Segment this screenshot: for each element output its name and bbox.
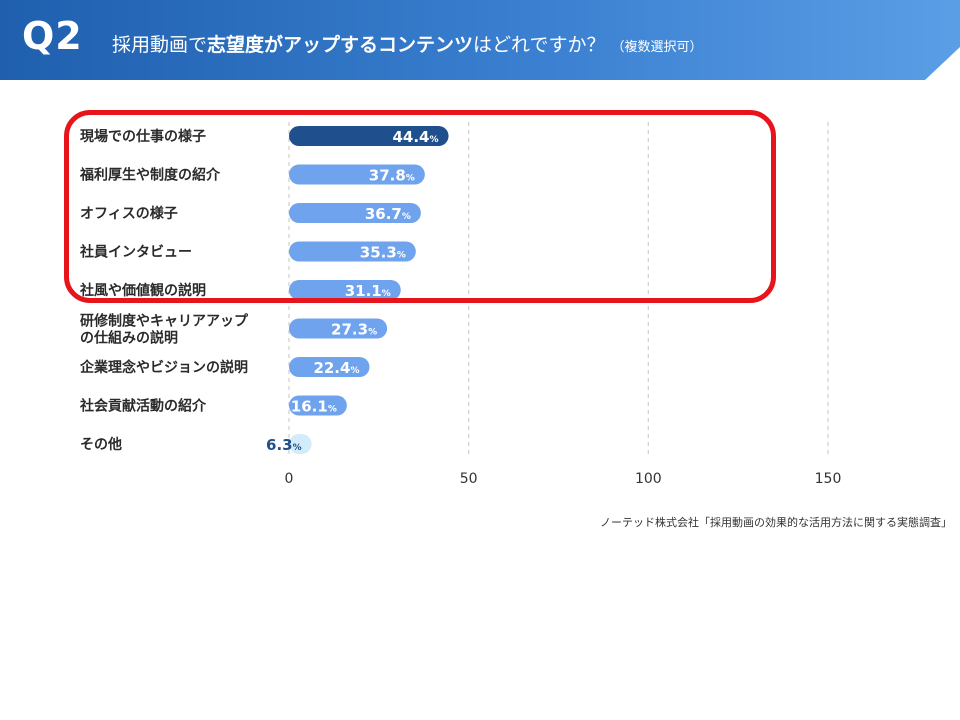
category-label: 社風や価値観の説明: [79, 282, 206, 299]
data-label-unit: %: [382, 289, 391, 299]
x-tick-label: 100: [635, 471, 662, 487]
bar: [289, 126, 449, 146]
x-tick-label: 150: [815, 471, 842, 487]
category-label: オフィスの様子: [80, 205, 178, 222]
category-label: 現場での仕事の様子: [80, 128, 206, 145]
category-label-line: 研修制度やキャリアアップ: [80, 313, 249, 330]
data-label-unit: %: [368, 328, 377, 338]
bar: [289, 395, 347, 416]
category-label-line: の仕組みの説明: [80, 330, 178, 347]
header-banner: [0, 0, 960, 80]
data-label: 16.1%: [291, 398, 337, 416]
category-label: その他: [80, 436, 122, 453]
source-credit: ノーテッド株式会社「採用動画の効果的な活用方法に関する実態調査」: [600, 516, 952, 529]
bar: [289, 280, 401, 300]
data-label: 37.8%: [369, 167, 415, 185]
title-part-1: 採用動画で: [112, 34, 208, 56]
bar: [289, 203, 421, 223]
data-label: 27.3%: [331, 321, 377, 339]
question-number: Q2: [22, 14, 83, 58]
bar: [289, 241, 416, 262]
category-label: 社員インタビュー: [79, 244, 192, 261]
data-label-unit: %: [406, 174, 415, 184]
title-emphasis: 志望度がアップするコンテンツ: [207, 34, 474, 56]
category-label: 企業理念やビジョンの説明: [79, 359, 248, 376]
data-label-number: 44.4: [392, 128, 429, 146]
x-tick-label: 50: [460, 471, 478, 487]
category-label: 社会貢献活動の紹介: [79, 398, 207, 415]
data-label-unit: %: [402, 212, 411, 222]
data-label-unit: %: [328, 405, 337, 415]
highlight-box: [64, 110, 776, 303]
bar: [289, 318, 388, 339]
bar: [289, 434, 312, 454]
data-label-number: 35.3: [360, 244, 397, 262]
title-part-2: はどれですか？: [473, 34, 606, 56]
data-label-number: 16.1: [291, 398, 328, 416]
data-label-unit: %: [397, 251, 406, 261]
data-label-number: 27.3: [331, 321, 368, 339]
x-tick-label: 0: [285, 471, 294, 487]
category-label: 福利厚生や制度の紹介: [79, 167, 221, 184]
data-label-number: 36.7: [365, 205, 402, 223]
category-label: 研修制度やキャリアアップの仕組みの説明: [80, 313, 249, 347]
bar: [289, 164, 425, 185]
data-label-number: 37.8: [369, 167, 406, 185]
data-label-number: 22.4: [313, 359, 350, 377]
data-label: 22.4%: [313, 359, 359, 377]
bar: [289, 357, 370, 377]
question-title: 採用動画で志望度がアップするコンテンツはどれですか？ （複数選択可）: [112, 30, 702, 57]
data-label-number: 31.1: [345, 282, 382, 300]
data-label: 6.3%: [266, 436, 302, 454]
data-label-unit: %: [350, 366, 359, 376]
data-label-number: 6.3: [266, 436, 293, 454]
data-label: 31.1%: [345, 282, 391, 300]
data-label-unit: %: [293, 443, 302, 453]
data-label: 35.3%: [360, 244, 406, 262]
data-label-unit: %: [430, 135, 439, 145]
data-label: 44.4%: [392, 128, 438, 146]
title-note: （複数選択可）: [611, 40, 703, 55]
data-label: 36.7%: [365, 205, 411, 223]
